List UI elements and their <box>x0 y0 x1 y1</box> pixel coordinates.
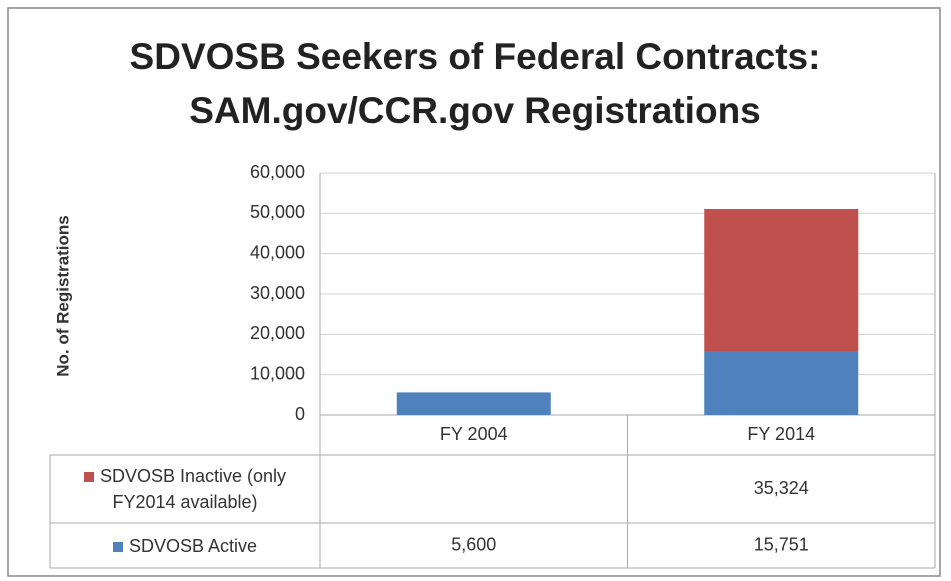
legend-swatch <box>83 472 94 483</box>
x-tick-label: FY 2014 <box>747 424 815 444</box>
legend-content: SDVOSB Inactive (only FY2014 available) <box>52 463 318 515</box>
legend-swatch <box>112 541 123 552</box>
y-tick-label: 0 <box>295 404 305 424</box>
legend-entry: SDVOSB Active <box>52 523 318 568</box>
x-tick-label: FY 2004 <box>440 424 508 444</box>
table-value: 15,751 <box>754 534 809 554</box>
y-tick-label: 10,000 <box>250 363 305 383</box>
legend-label: SDVOSB Inactive (only FY2014 available) <box>99 466 287 512</box>
y-tick-label: 20,000 <box>250 323 305 343</box>
table-value: 5,600 <box>451 534 496 554</box>
legend-label: SDVOSB Active <box>128 535 258 556</box>
y-tick-label: 40,000 <box>250 242 305 262</box>
y-axis-label: No. of Registrations <box>53 215 72 377</box>
legend-content: SDVOSB Active <box>112 533 258 559</box>
legend-entry: SDVOSB Inactive (only FY2014 available) <box>52 455 318 523</box>
table-value: 35,324 <box>754 478 809 498</box>
chart-border <box>7 7 941 577</box>
bar-segment <box>396 392 551 415</box>
y-tick-label: 60,000 <box>250 162 305 182</box>
chart-title: SDVOSB Seekers of Federal Contracts: SAM… <box>129 36 821 131</box>
bar-segment <box>704 351 859 415</box>
bar-segment <box>704 208 859 352</box>
y-tick-label: 50,000 <box>250 202 305 222</box>
y-tick-label: 30,000 <box>250 283 305 303</box>
